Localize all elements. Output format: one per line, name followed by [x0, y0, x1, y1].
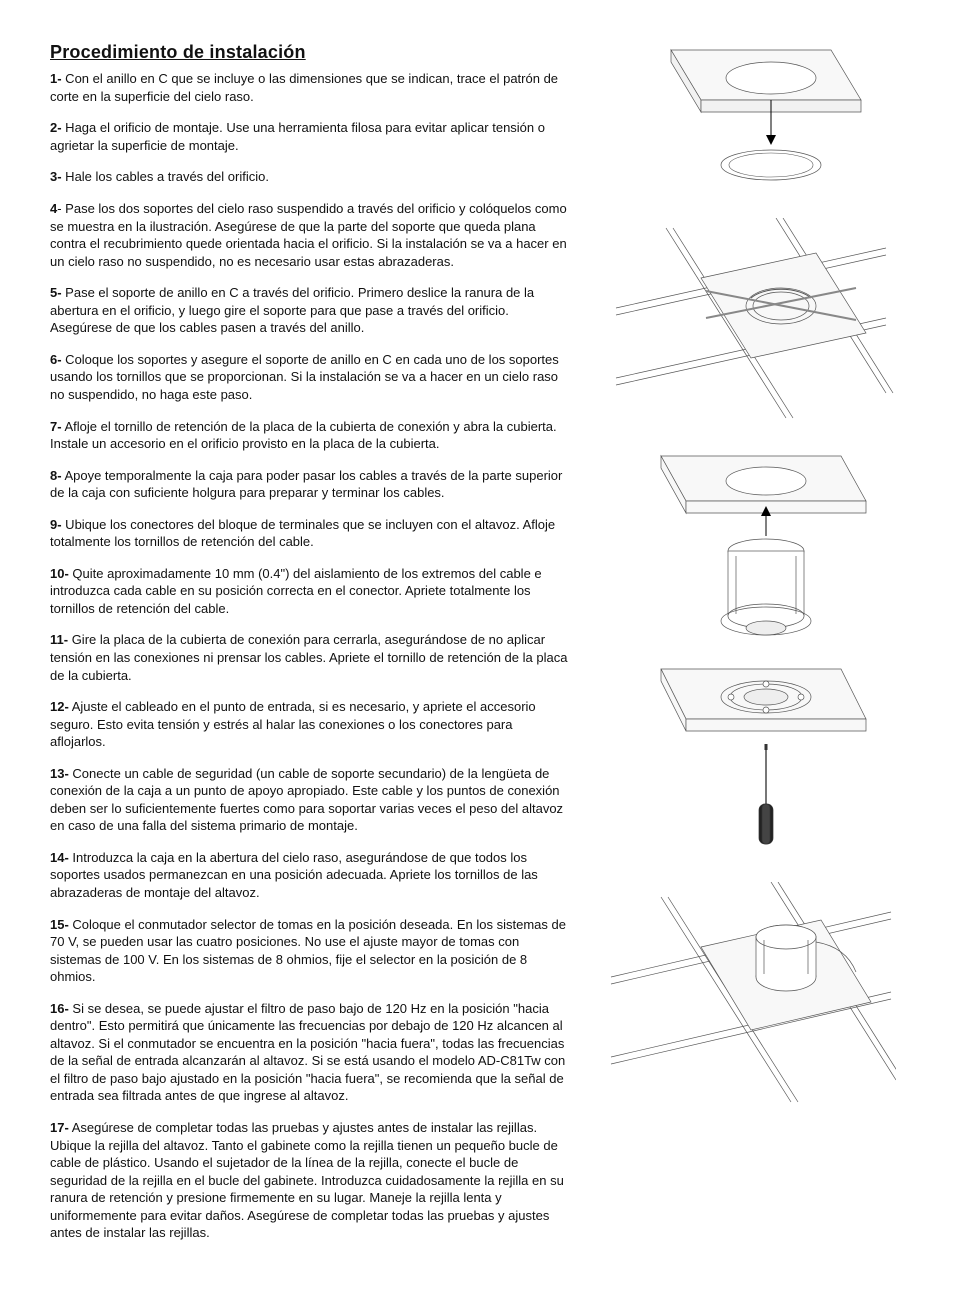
step-text: Apoye temporalmente la caja para poder p…: [50, 468, 562, 501]
step-number: 1-: [50, 71, 62, 86]
step-number: 15-: [50, 917, 69, 932]
step-number: 6-: [50, 352, 62, 367]
step-text: Conecte un cable de seguridad (un cable …: [50, 766, 563, 834]
step-text: Coloque los soportes y asegure el soport…: [50, 352, 559, 402]
step: 15- Coloque el conmutador selector de to…: [50, 916, 570, 986]
step: 10- Quite aproximadamente 10 mm (0.4") d…: [50, 565, 570, 618]
step: 7- Afloje el tornillo de retención de la…: [50, 418, 570, 453]
step: 5- Pase el soporte de anillo en C a trav…: [50, 284, 570, 337]
figure-speaker-insert: [631, 446, 871, 646]
step-text: Afloje el tornillo de retención de la pl…: [50, 419, 557, 452]
step-number: 10-: [50, 566, 69, 581]
step-text: Ubique los conectores del bloque de term…: [50, 517, 555, 550]
step-text: Con el anillo en C que se incluye o las …: [50, 71, 558, 104]
figure-grid-cring: [606, 218, 896, 428]
step-number: 12-: [50, 699, 69, 714]
step-number: 11-: [50, 632, 68, 647]
figure-grid-installed: [606, 882, 896, 1112]
step: 4- Pase los dos soportes del cielo raso …: [50, 200, 570, 270]
figure-ceiling-cutout: [631, 40, 871, 200]
step: 16- Si se desea, se puede ajustar el fil…: [50, 1000, 570, 1105]
step-text: Haga el orificio de montaje. Use una her…: [50, 120, 545, 153]
figure-tighten-screws: [631, 664, 871, 864]
step-text: Introduzca la caja en la abertura del ci…: [50, 850, 538, 900]
step-text: - Pase los dos soportes del cielo raso s…: [50, 201, 567, 269]
step-text: Ajuste el cableado en el punto de entrad…: [50, 699, 536, 749]
step-number: 2-: [50, 120, 62, 135]
step-number: 16-: [50, 1001, 69, 1016]
step: 8- Apoye temporalmente la caja para pode…: [50, 467, 570, 502]
step: 6- Coloque los soportes y asegure el sop…: [50, 351, 570, 404]
step: 14- Introduzca la caja en la abertura de…: [50, 849, 570, 902]
step: 11- Gire la placa de la cubierta de cone…: [50, 631, 570, 684]
step-number: 9-: [50, 517, 62, 532]
step-text: Pase el soporte de anillo en C a través …: [50, 285, 534, 335]
step-number: 14-: [50, 850, 69, 865]
step-text: Hale los cables a través del orificio.: [62, 169, 269, 184]
step-number: 13-: [50, 766, 69, 781]
step: 1- Con el anillo en C que se incluye o l…: [50, 70, 570, 105]
step: 9- Ubique los conectores del bloque de t…: [50, 516, 570, 551]
step-text: Si se desea, se puede ajustar el filtro …: [50, 1001, 565, 1104]
step-number: 17-: [50, 1120, 69, 1135]
step-number: 5-: [50, 285, 62, 300]
step-number: 3-: [50, 169, 62, 184]
step: 17- Asegúrese de completar todas las pru…: [50, 1119, 570, 1242]
step-number: 7-: [50, 419, 62, 434]
step-text: Coloque el conmutador selector de tomas …: [50, 917, 566, 985]
step-number: 8-: [50, 468, 62, 483]
page-title: Procedimiento de instalación: [50, 40, 570, 64]
step: 13- Conecte un cable de seguridad (un ca…: [50, 765, 570, 835]
step: 3- Hale los cables a través del orificio…: [50, 168, 570, 186]
step-text: Quite aproximadamente 10 mm (0.4") del a…: [50, 566, 542, 616]
step-text: Gire la placa de la cubierta de conexión…: [50, 632, 567, 682]
step: 12- Ajuste el cableado en el punto de en…: [50, 698, 570, 751]
step-text: Asegúrese de completar todas las pruebas…: [50, 1120, 564, 1240]
figures-column: [598, 40, 904, 1256]
step: 2- Haga el orificio de montaje. Use una …: [50, 119, 570, 154]
